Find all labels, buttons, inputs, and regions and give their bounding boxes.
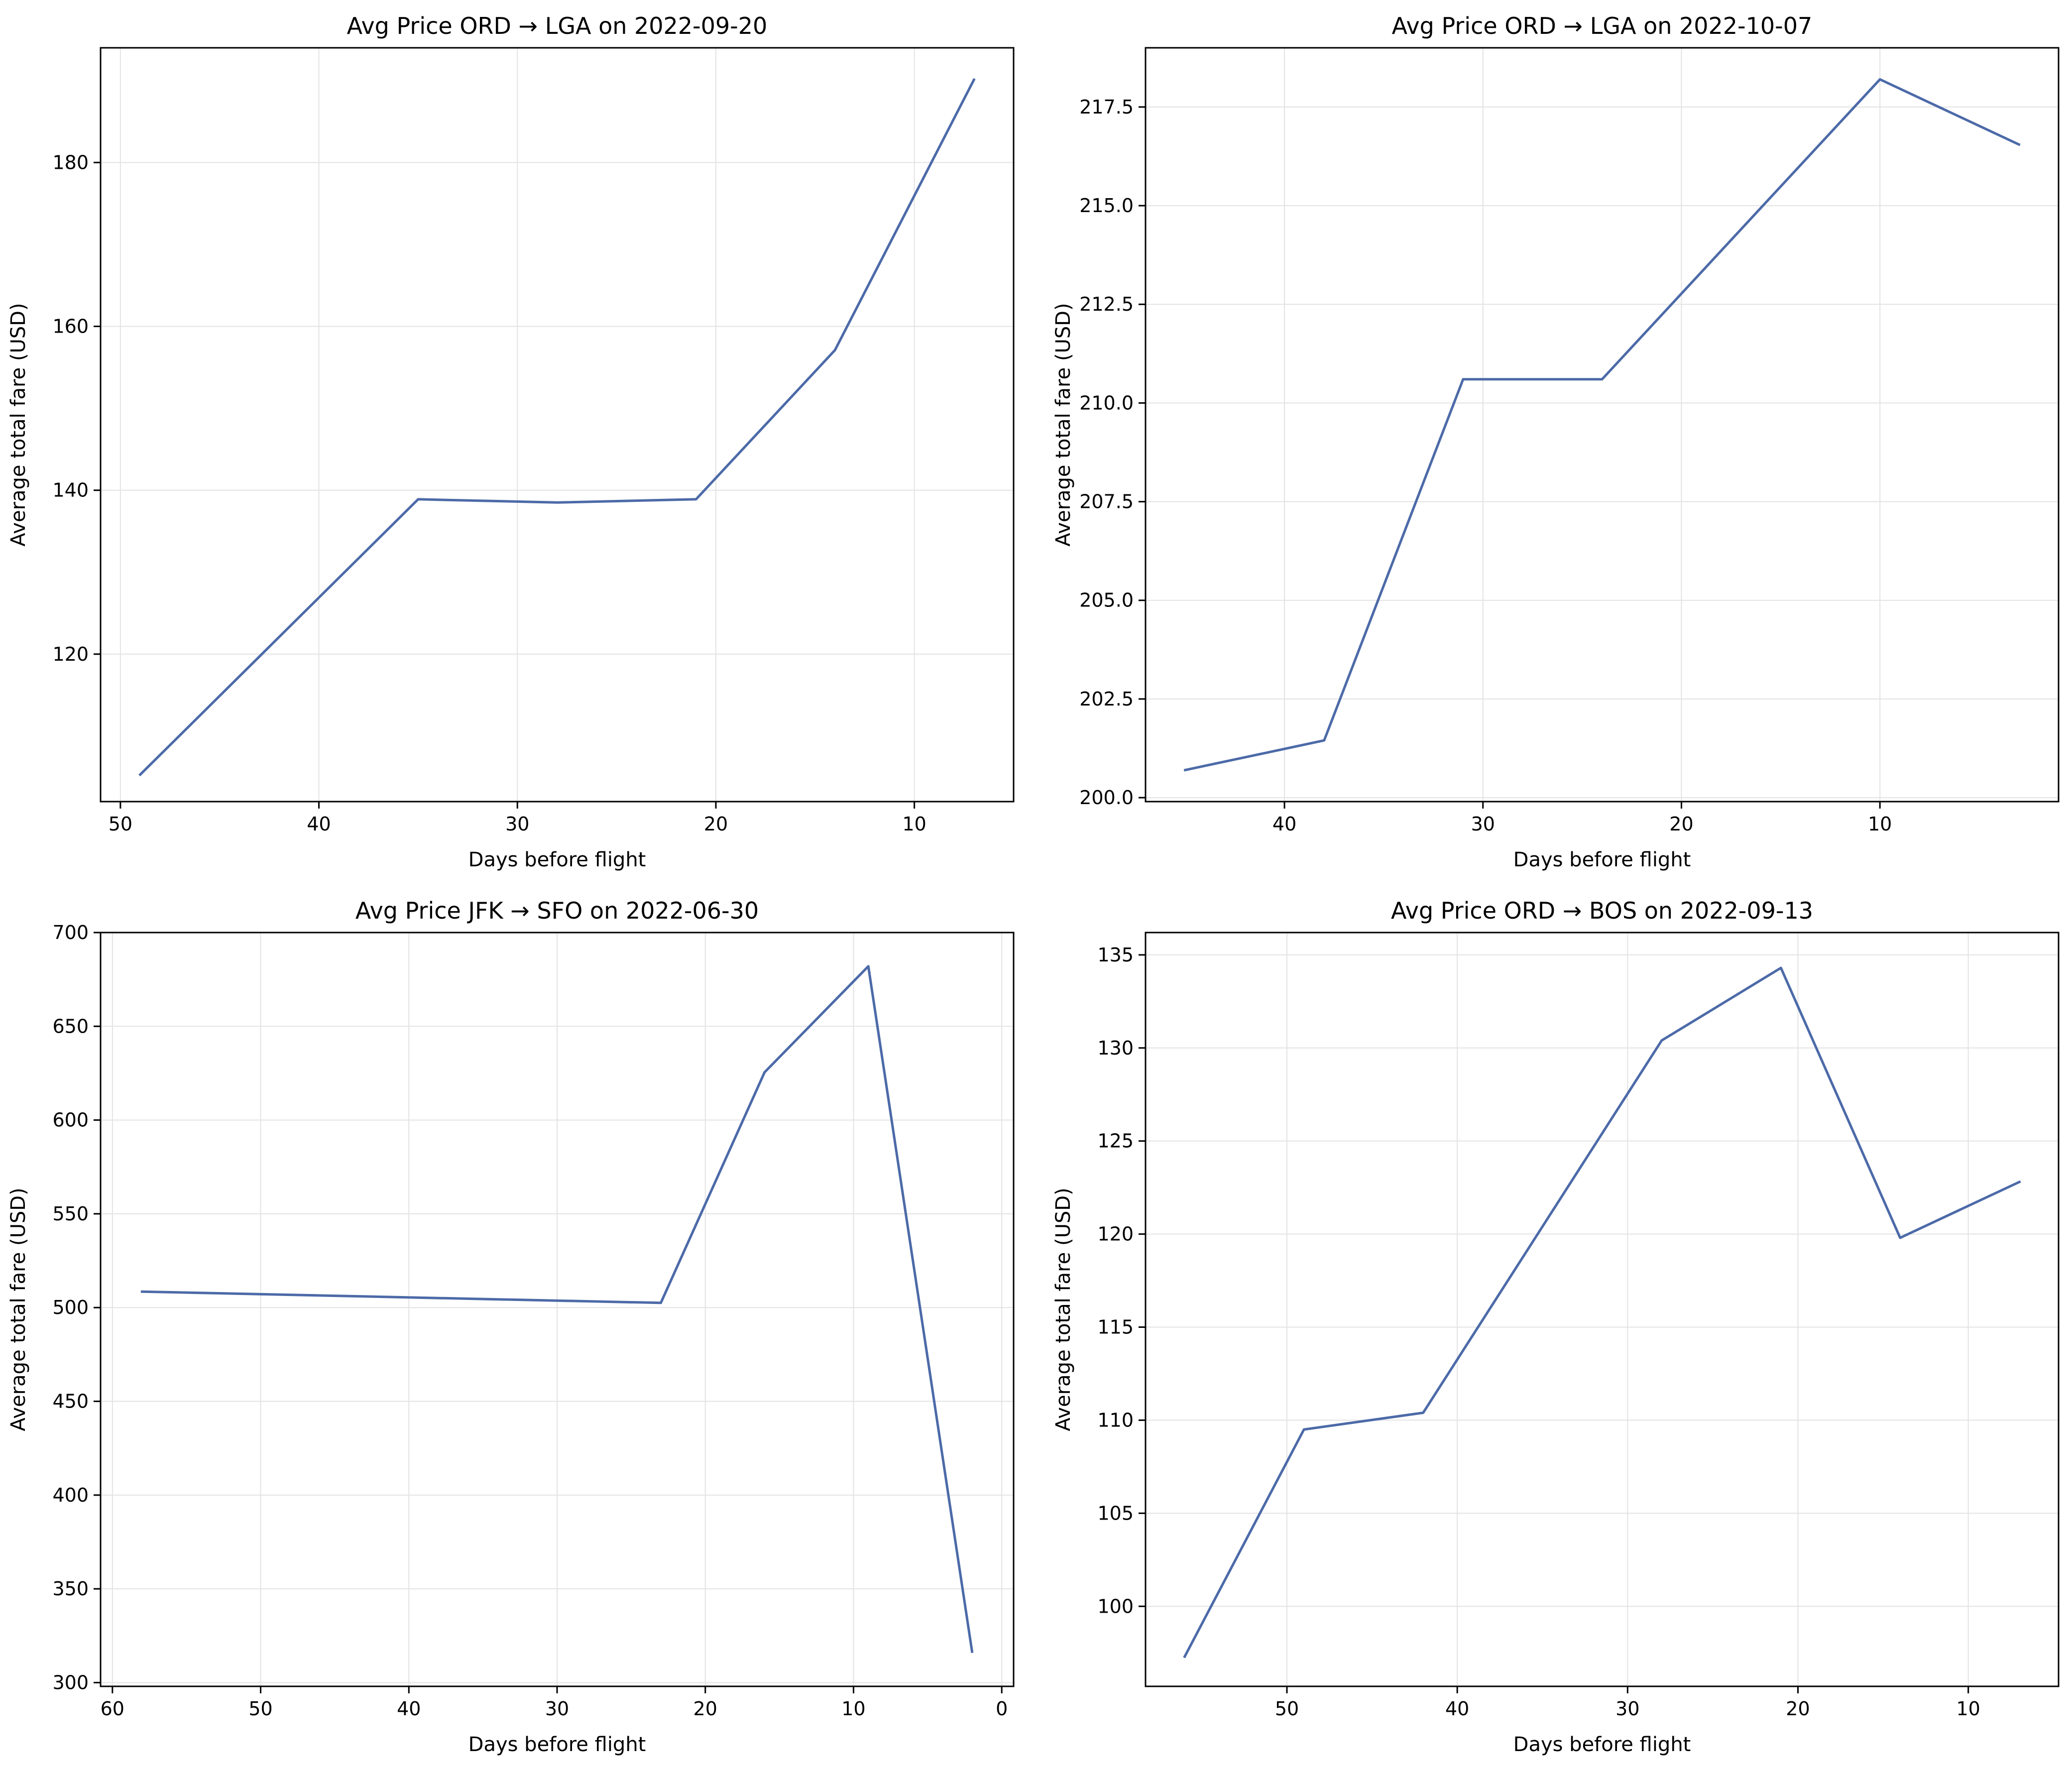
y-tick-label: 140 — [52, 479, 89, 501]
x-axis-label: Days before flight — [468, 848, 646, 871]
y-tick-label: 105 — [1097, 1502, 1134, 1524]
x-tick-label: 40 — [307, 813, 331, 835]
y-tick-label: 300 — [52, 1671, 89, 1693]
y-tick-label: 115 — [1097, 1316, 1134, 1338]
y-tick-label: 400 — [52, 1484, 89, 1506]
x-tick-label: 50 — [248, 1698, 272, 1720]
x-tick-label: 20 — [704, 813, 728, 835]
x-tick-label: 20 — [1669, 813, 1693, 835]
y-tick-label: 120 — [1097, 1223, 1134, 1245]
y-tick-label: 210.0 — [1079, 392, 1134, 414]
y-tick-label: 110 — [1097, 1409, 1134, 1431]
y-tick-label: 450 — [52, 1391, 89, 1413]
x-axis-label: Days before flight — [1513, 1733, 1691, 1756]
y-axis-label: Average total fare (USD) — [1052, 1187, 1075, 1431]
x-tick-label: 20 — [1786, 1698, 1810, 1720]
x-tick-label: 10 — [841, 1698, 865, 1720]
x-tick-label: 40 — [1445, 1698, 1469, 1720]
x-tick-label: 40 — [397, 1698, 421, 1720]
y-tick-label: 350 — [52, 1578, 89, 1600]
y-tick-label: 212.5 — [1079, 293, 1134, 315]
x-axis-label: Days before flight — [1513, 848, 1691, 871]
chart-title: Avg Price ORD → LGA on 2022-10-07 — [1392, 12, 1813, 39]
x-tick-label: 40 — [1272, 813, 1296, 835]
y-tick-label: 202.5 — [1079, 688, 1134, 710]
chart-title: Avg Price ORD → BOS on 2022-09-13 — [1391, 897, 1813, 924]
series-line — [138, 78, 976, 777]
chart-panel-3: 60 50 40 30 20 10 0 300 350 400 450 500 550 600 650 700… — [7, 897, 1015, 1756]
chart-title: Avg Price ORD → LGA on 2022-09-20 — [347, 12, 768, 39]
y-tick-label: 215.0 — [1079, 195, 1134, 217]
x-axis-label: Days before flight — [468, 1733, 646, 1756]
y-axis-label: Average total fare (USD) — [1052, 303, 1075, 546]
series-line — [1183, 78, 2021, 772]
series-line — [140, 965, 974, 1653]
x-tick-label: 0 — [996, 1698, 1008, 1720]
x-tick-label: 60 — [101, 1698, 124, 1720]
y-tick-label: 100 — [1097, 1595, 1134, 1617]
y-tick-label: 180 — [52, 151, 89, 173]
y-tick-label: 650 — [52, 1015, 89, 1037]
x-tick-label: 10 — [1868, 813, 1892, 835]
x-tick-label: 10 — [1956, 1698, 1980, 1720]
y-tick-label: 200.0 — [1079, 787, 1134, 809]
y-axis-label: Average total fare (USD) — [7, 1187, 30, 1431]
y-axis-label: Average total fare (USD) — [7, 303, 30, 546]
axes-frame — [1145, 47, 2060, 803]
x-tick-label: 30 — [1471, 813, 1495, 835]
y-tick-label: 135 — [1097, 944, 1134, 966]
y-tick-label: 205.0 — [1079, 590, 1134, 611]
series-line — [1183, 966, 2021, 1658]
axes-frame — [1145, 932, 2060, 1687]
x-tick-label: 50 — [1275, 1698, 1299, 1720]
y-tick-label: 125 — [1097, 1130, 1134, 1152]
x-tick-label: 10 — [902, 813, 926, 835]
y-tick-label: 120 — [52, 643, 89, 665]
x-tick-label: 50 — [109, 813, 132, 835]
x-tick-label: 30 — [545, 1698, 569, 1720]
y-tick-label: 500 — [52, 1297, 89, 1318]
x-tick-label: 20 — [693, 1698, 717, 1720]
x-tick-label: 30 — [505, 813, 529, 835]
y-tick-label: 207.5 — [1079, 491, 1134, 513]
chart-title: Avg Price JFK → SFO on 2022-06-30 — [355, 897, 759, 924]
x-tick-label: 30 — [1615, 1698, 1639, 1720]
y-tick-label: 217.5 — [1079, 96, 1134, 118]
y-tick-label: 550 — [52, 1203, 89, 1225]
chart-panel-1: 50 40 30 20 10 120 140 160 180 Avg Price ORD → LG… — [7, 12, 1015, 871]
y-tick-label: 160 — [52, 316, 89, 338]
chart-panel-2: 40 30 20 10 200.0 202.5 205.0 207.5 210.0 212.5 21… — [1052, 12, 2060, 871]
axes-frame — [100, 47, 1015, 803]
y-tick-label: 600 — [52, 1109, 89, 1131]
chart-panel-4: 50 40 30 20 10 100 105 110 115 120 125 130 135 Avg Pr… — [1052, 897, 2060, 1756]
y-tick-label: 700 — [52, 922, 89, 943]
y-tick-label: 130 — [1097, 1037, 1134, 1059]
